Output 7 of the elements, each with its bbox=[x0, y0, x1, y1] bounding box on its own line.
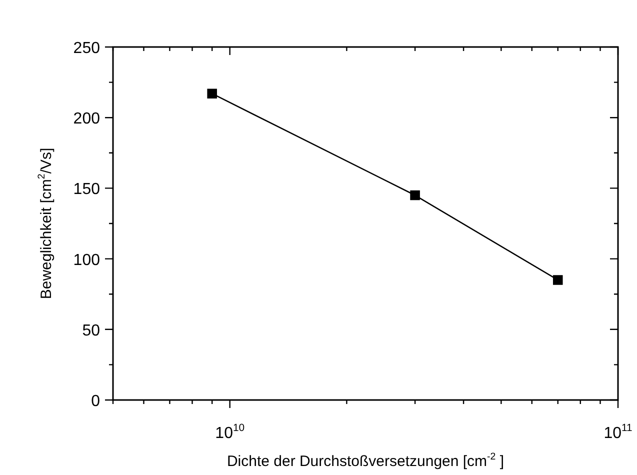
y-tick-label: 100 bbox=[73, 252, 100, 269]
y-tick-label: 150 bbox=[73, 181, 100, 198]
y-tick-label: 250 bbox=[73, 40, 100, 57]
y-tick-label: 50 bbox=[82, 322, 100, 340]
y-tick-label: 0 bbox=[91, 393, 100, 410]
y-axis-title: Beweglichkeit [cm2/Vs] bbox=[36, 148, 55, 300]
y-tick-label: 200 bbox=[73, 110, 100, 128]
